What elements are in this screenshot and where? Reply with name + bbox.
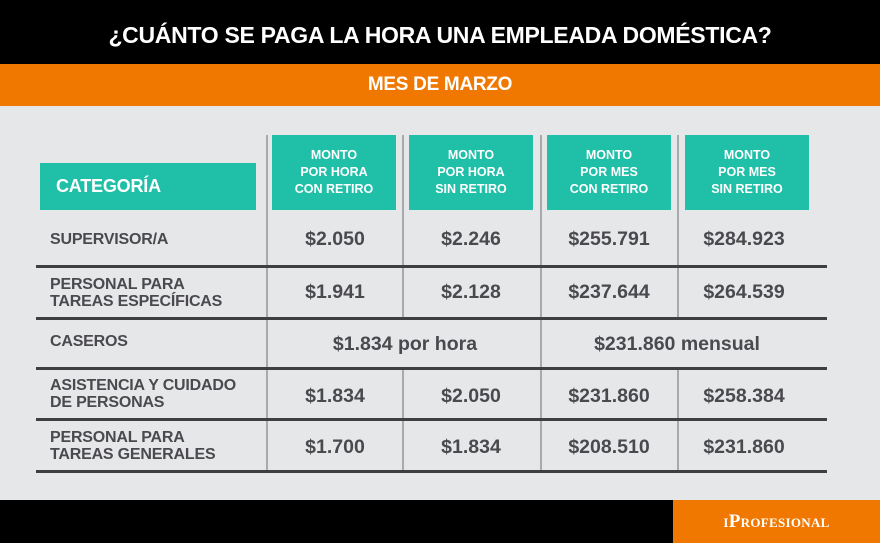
category-header-label: CATEGORÍA [56, 176, 161, 196]
table-cell: $2.050 [305, 228, 365, 250]
category-text: SUPERVISOR/A [50, 231, 169, 248]
row-category-caretakers: CASEROS [50, 318, 260, 365]
table-cell: $1.834 [305, 384, 365, 407]
column-header-line: SIN RETIRO [711, 182, 783, 196]
row-category-supervisor: SUPERVISOR/A [50, 214, 260, 265]
row-divider [36, 317, 827, 320]
column-divider [266, 135, 268, 472]
column-header-hour-with-retirement: MONTO POR HORA CON RETIRO [272, 135, 396, 210]
column-header-hour-without-retirement: MONTO POR HORA SIN RETIRO [409, 135, 533, 210]
table-cell: $231.860 [568, 384, 650, 407]
row-category-general-tasks: PERSONAL PARA TAREAS GENERALES [50, 421, 260, 470]
month-subtitle: MES DE MARZO [367, 74, 513, 95]
row-divider [36, 265, 827, 268]
brand-logo: iProfesional [673, 500, 880, 543]
column-header-line: MONTO [723, 148, 771, 162]
table-cell: $231.860 [703, 435, 785, 458]
category-text: DE PERSONAS [50, 394, 165, 411]
table-cell: $2.246 [441, 228, 501, 250]
column-divider [402, 135, 404, 319]
category-text: TAREAS ESPECÍFICAS [50, 292, 223, 310]
column-header-line: POR MES [580, 165, 638, 179]
column-header-line: MONTO [310, 148, 358, 162]
column-divider [677, 135, 679, 319]
table-cell: $1.700 [305, 435, 365, 458]
column-header-month-with-retirement: MONTO POR MES CON RETIRO [547, 135, 671, 210]
category-text: TAREAS GENERALES [50, 445, 216, 463]
table-cell: $2.050 [441, 384, 501, 407]
table-cell: $264.539 [703, 281, 785, 303]
row-divider [36, 418, 827, 421]
table-cell: $258.384 [703, 384, 785, 407]
table-cell: $2.128 [441, 281, 501, 303]
row-category-personal-care: ASISTENCIA Y CUIDADO DE PERSONAS [50, 370, 260, 418]
column-header-line: CON RETIRO [294, 182, 374, 196]
title-band: ¿CUÁNTO SE PAGA LA HORA UNA EMPLEADA DOM… [0, 0, 880, 64]
category-text: CASEROS [50, 333, 128, 350]
brand-logo-text: iProfesional [723, 510, 830, 532]
footer-bar [0, 500, 673, 543]
category-header: CATEGORÍA [40, 163, 256, 210]
column-header-line: MONTO [447, 148, 495, 162]
category-text: PERSONAL PARA [50, 428, 185, 446]
column-header-line: POR HORA [300, 165, 368, 179]
table-cell: $1.834 [441, 435, 501, 458]
column-header-line: SIN RETIRO [435, 182, 507, 196]
table-cell: $208.510 [568, 435, 650, 458]
column-header-line: MONTO [585, 148, 633, 162]
merged-cell-hourly: $1.834 por hora [332, 333, 478, 355]
row-category-specific-tasks: PERSONAL PARA TAREAS ESPECÍFICAS [50, 268, 260, 317]
table-cell: $1.941 [305, 281, 365, 303]
table-cell: $284.923 [703, 228, 785, 250]
category-text: ASISTENCIA Y CUIDADO [50, 377, 236, 394]
column-header-line: POR MES [718, 165, 776, 179]
row-divider [36, 470, 827, 473]
table-cell: $237.644 [568, 281, 650, 303]
page-title: ¿CUÁNTO SE PAGA LA HORA UNA EMPLEADA DOM… [108, 21, 772, 48]
category-text: PERSONAL PARA [50, 275, 185, 293]
row-divider [36, 367, 827, 370]
column-header-line: POR HORA [437, 165, 505, 179]
merged-cell-monthly: $231.860 mensual [594, 333, 760, 355]
column-header-month-without-retirement: MONTO POR MES SIN RETIRO [685, 135, 809, 210]
table-cell: $255.791 [568, 228, 650, 250]
month-band: MES DE MARZO [0, 64, 880, 106]
column-divider [540, 135, 542, 472]
column-header-line: CON RETIRO [569, 182, 649, 196]
